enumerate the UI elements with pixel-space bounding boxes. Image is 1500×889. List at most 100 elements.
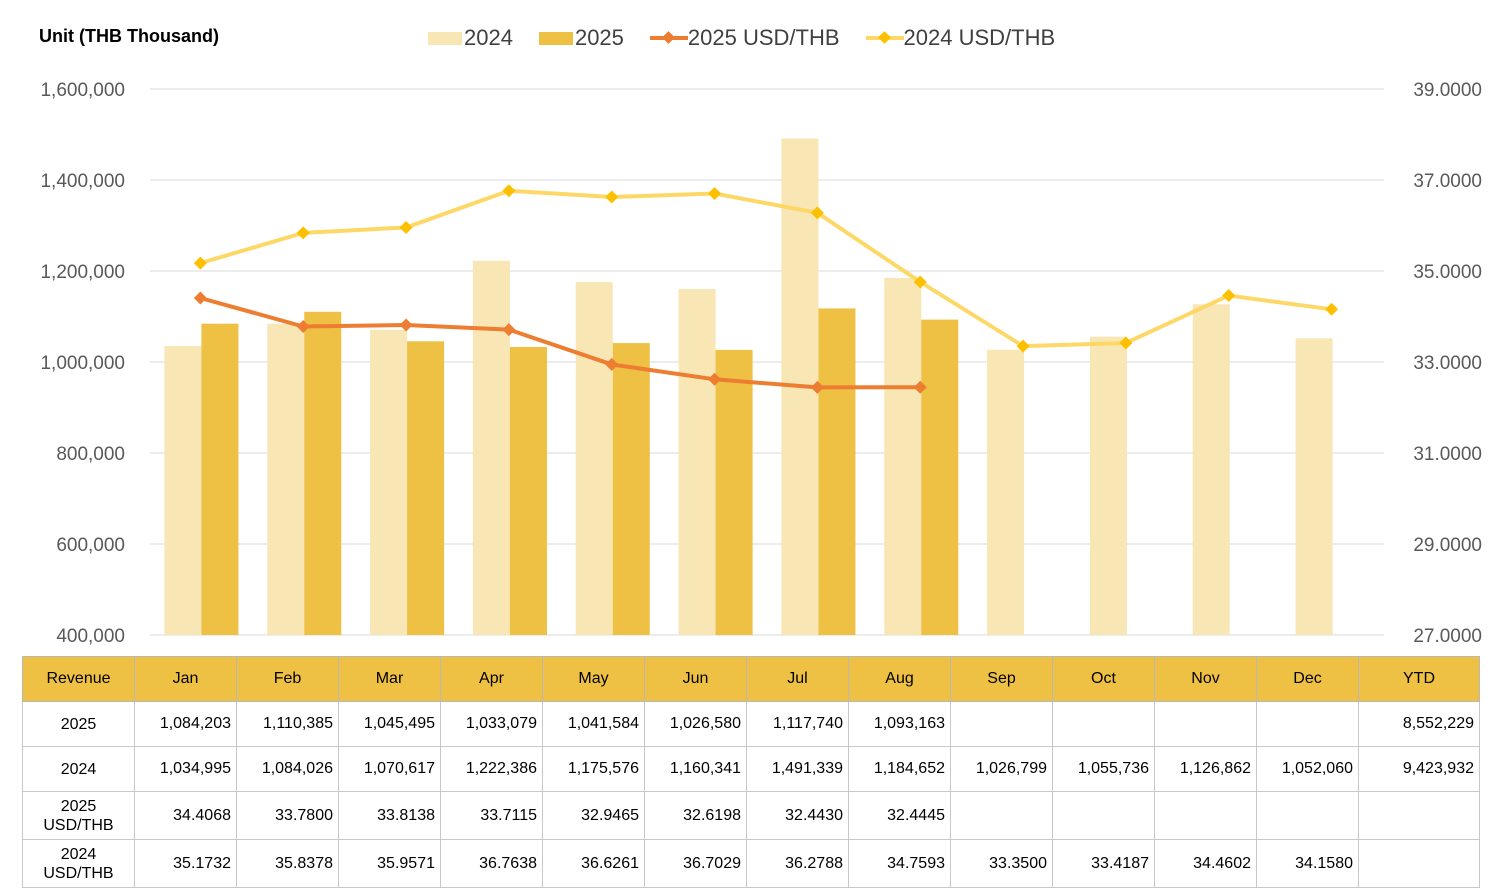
table-cell: 36.2788	[746, 839, 849, 888]
table-header-cell: Aug	[848, 656, 951, 702]
table-header-cell: Jan	[134, 656, 237, 702]
y-left-tick-label: 1,400,000	[40, 171, 125, 192]
table-cell: 1,070,617	[338, 746, 441, 792]
table-cell: 36.6261	[542, 839, 645, 888]
table-cell	[1052, 701, 1155, 747]
table-header-cell: May	[542, 656, 645, 702]
usdthb-2024-point	[502, 184, 516, 198]
table-cell: 1,110,385	[236, 701, 339, 747]
table-header-cell: Feb	[236, 656, 339, 702]
usdthb-2025-point	[193, 291, 207, 305]
table-cell: 32.6198	[644, 791, 747, 840]
bar-2025	[818, 308, 856, 635]
table-cell: 1,126,862	[1154, 746, 1257, 792]
table-cell	[1154, 701, 1257, 747]
y-right-tick-label: 39.0000	[1413, 80, 1482, 101]
bar-2025	[509, 346, 547, 635]
unit-label: Unit (THB Thousand)	[39, 26, 219, 46]
usdthb-2024-point	[399, 220, 413, 234]
legend-swatch-2025-usdthb	[649, 31, 688, 45]
table-cell	[1052, 791, 1155, 840]
usdthb-2025-point	[502, 323, 516, 337]
usdthb-2024-point	[1016, 339, 1030, 353]
y-right-tick-label: 35.0000	[1413, 262, 1482, 283]
table-cell: 1,045,495	[338, 701, 441, 747]
usdthb-2024-point	[1119, 336, 1133, 350]
bar-2025	[612, 343, 650, 635]
table-cell	[1358, 791, 1480, 840]
table-cell: 1,160,341	[644, 746, 747, 792]
table-cell: 1,222,386	[440, 746, 543, 792]
usdthb-2025-point	[708, 372, 722, 386]
y-left-tick-label: 400,000	[56, 626, 125, 647]
usdthb-2025-point	[605, 357, 619, 371]
table-header-row: Revenue Jan Feb Mar Apr May Jun Jul Aug Sep Oct Nov…	[22, 656, 1480, 702]
table-cell: 1,093,163	[848, 701, 951, 747]
bar-2024	[678, 289, 716, 635]
bar-2024	[1295, 338, 1333, 635]
table-header-cell: Oct	[1052, 656, 1155, 702]
table-cell	[950, 701, 1053, 747]
bar-2024	[1089, 336, 1127, 635]
usdthb-2024-point	[605, 190, 619, 204]
table-cell: 9,423,932	[1358, 746, 1480, 792]
table-header-cell: Revenue	[22, 656, 135, 702]
table-cell: 32.4445	[848, 791, 951, 840]
legend-label-2025-usdthb: 2025 USD/THB	[687, 25, 840, 50]
table-cell: 32.4430	[746, 791, 849, 840]
table-cell: 34.7593	[848, 839, 951, 888]
table-cell: 1,055,736	[1052, 746, 1155, 792]
table-cell: 36.7029	[644, 839, 747, 888]
table-cell	[1256, 791, 1359, 840]
usdthb-2024-line	[199, 188, 1332, 349]
table-cell: 33.3500	[950, 839, 1053, 888]
legend-label-2024-usdthb: 2024 USD/THB	[903, 25, 1056, 50]
legend-item-2025: 2025	[538, 25, 624, 51]
table-row-label: 2024	[22, 746, 135, 792]
usdthb-2025-line	[199, 296, 921, 390]
table-header-cell: Dec	[1256, 656, 1359, 702]
chart-legend: 2024 2025 2025 USD/THB 2024 USD/THB	[428, 24, 1081, 52]
usdthb-2024-point	[193, 256, 207, 270]
y-left-tick-label: 600,000	[56, 535, 125, 556]
table-row-label: 2025	[22, 701, 135, 747]
bar-2024	[267, 323, 305, 635]
table-row: 2024 1,034,995 1,084,026 1,070,617 1,222,386…	[22, 746, 1480, 792]
table-cell: 33.4187	[1052, 839, 1155, 888]
table-cell: 34.1580	[1256, 839, 1359, 888]
bar-2024	[575, 282, 613, 635]
usdthb-2024-point	[810, 206, 824, 220]
table-cell: 34.4602	[1154, 839, 1257, 888]
bar-2025	[715, 349, 753, 635]
usdthb-2024-point	[1325, 302, 1339, 316]
bar-2024	[472, 260, 510, 635]
table-cell: 1,026,799	[950, 746, 1053, 792]
bar-2025	[407, 341, 445, 635]
legend-item-2024: 2024	[428, 25, 513, 51]
legend-item-2025-usdthb: 2025 USD/THB	[649, 25, 840, 51]
table-header-cell: Mar	[338, 656, 441, 702]
table-row-label: 2025 USD/THB	[22, 791, 135, 840]
table-header-cell: Nov	[1154, 656, 1257, 702]
table-cell: 35.8378	[236, 839, 339, 888]
table-cell: 33.8138	[338, 791, 441, 840]
y-left-tick-label: 1,000,000	[40, 353, 125, 374]
usdthb-2024-point	[913, 275, 927, 289]
table-cell	[1154, 791, 1257, 840]
table-cell: 33.7115	[440, 791, 543, 840]
bar-2024	[164, 346, 202, 635]
usdthb-2024-point	[296, 226, 310, 240]
table-cell: 34.4068	[134, 791, 237, 840]
usdthb-2025-point	[296, 320, 310, 334]
bar-2024	[1192, 304, 1230, 635]
bar-2025	[921, 319, 959, 635]
table-header-cell: YTD	[1358, 656, 1480, 702]
table-cell	[1358, 839, 1480, 888]
legend-item-2024-usdthb: 2024 USD/THB	[865, 25, 1056, 51]
table-cell: 1,084,203	[134, 701, 237, 747]
table-cell: 32.9465	[542, 791, 645, 840]
legend-label-2025: 2025	[574, 25, 624, 50]
usdthb-2025-point	[913, 380, 927, 394]
table-cell: 1,041,584	[542, 701, 645, 747]
y-right-tick-label: 37.0000	[1413, 171, 1482, 192]
